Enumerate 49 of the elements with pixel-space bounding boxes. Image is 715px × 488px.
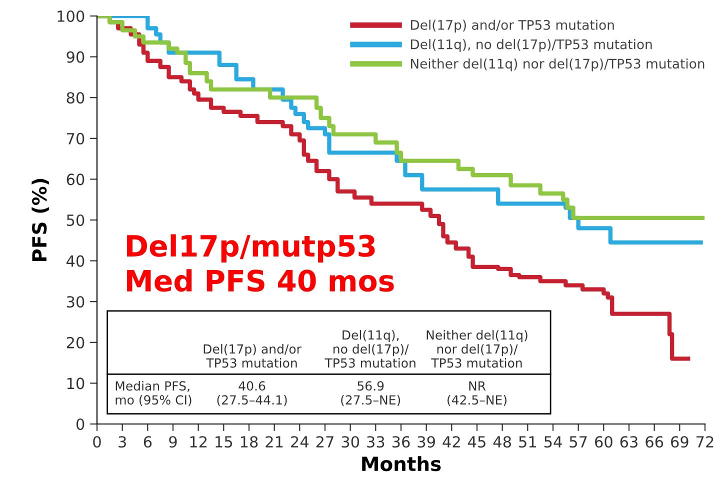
x-tick-label: 9: [169, 436, 177, 448]
legend-label: Del(11q), no del(17p)/TP53 mutation: [410, 39, 652, 52]
x-tick-label: 69: [671, 436, 688, 448]
x-tick-label: 54: [544, 436, 562, 448]
y-tick-label: 30: [66, 296, 84, 308]
annotation: Neither del(11q) nor del(17p)/ TP53 mutation: [426, 330, 528, 368]
x-tick-label: 48: [493, 436, 512, 448]
x-axis-title: Months: [362, 456, 441, 472]
legend-label: Del(17p) and/or TP53 mutation: [410, 20, 614, 32]
y-tick-label: 70: [67, 132, 84, 144]
annotation: Del(11q), no del(17p)/ TP53 mutation: [324, 330, 416, 368]
x-tick-label: 57: [570, 436, 587, 448]
x-tick-label: 63: [620, 436, 638, 448]
annotation: 40.6 (27.5–44.1): [217, 381, 287, 406]
x-tick-label: 6: [144, 436, 152, 448]
annotation: 56.9 (27.5–NE): [341, 381, 400, 406]
x-tick-label: 30: [342, 436, 360, 448]
annotation: Del17p/mutp53 Med PFS 40 mos: [127, 234, 394, 292]
x-tick-label: 45: [468, 436, 486, 448]
x-tick-label: 27: [316, 436, 334, 448]
x-tick-label: 42: [442, 436, 460, 448]
y-tick-label: 80: [66, 92, 84, 104]
y-tick-label: 20: [66, 336, 84, 348]
y-tick-label: 50: [66, 214, 84, 226]
x-tick-label: 60: [595, 436, 612, 448]
y-tick-label: 90: [66, 51, 84, 63]
y-tick-label: 0: [76, 418, 84, 430]
x-tick-label: 12: [190, 436, 207, 448]
legend-label: Neither del(11q) nor del(17p)/TP53 mutation: [410, 58, 704, 72]
y-tick-label: 10: [67, 378, 84, 390]
x-tick-label: 21: [266, 436, 283, 448]
y-axis-title: PFS (%): [32, 178, 49, 261]
y-tick-label: 100: [58, 10, 84, 22]
x-tick-label: 36: [392, 436, 410, 448]
annotation: Median PFS, mo (95% CI): [116, 380, 192, 406]
annotation: Del(17p) and/or TP53 mutation: [204, 344, 302, 368]
x-tick-label: 66: [646, 436, 664, 448]
x-tick-label: 0: [93, 436, 101, 448]
annotation: NR (42.5–NE): [448, 381, 506, 406]
x-tick-label: 39: [418, 436, 435, 448]
x-tick-label: 15: [216, 436, 232, 448]
x-tick-label: 18: [240, 436, 258, 448]
x-tick-label: 24: [291, 436, 309, 448]
y-tick-label: 40: [66, 255, 84, 267]
x-tick-label: 72: [696, 436, 714, 448]
y-tick-label: 60: [66, 174, 84, 186]
x-tick-label: 51: [519, 436, 536, 448]
x-tick-label: 3: [118, 436, 126, 448]
x-tick-label: 33: [367, 436, 384, 448]
